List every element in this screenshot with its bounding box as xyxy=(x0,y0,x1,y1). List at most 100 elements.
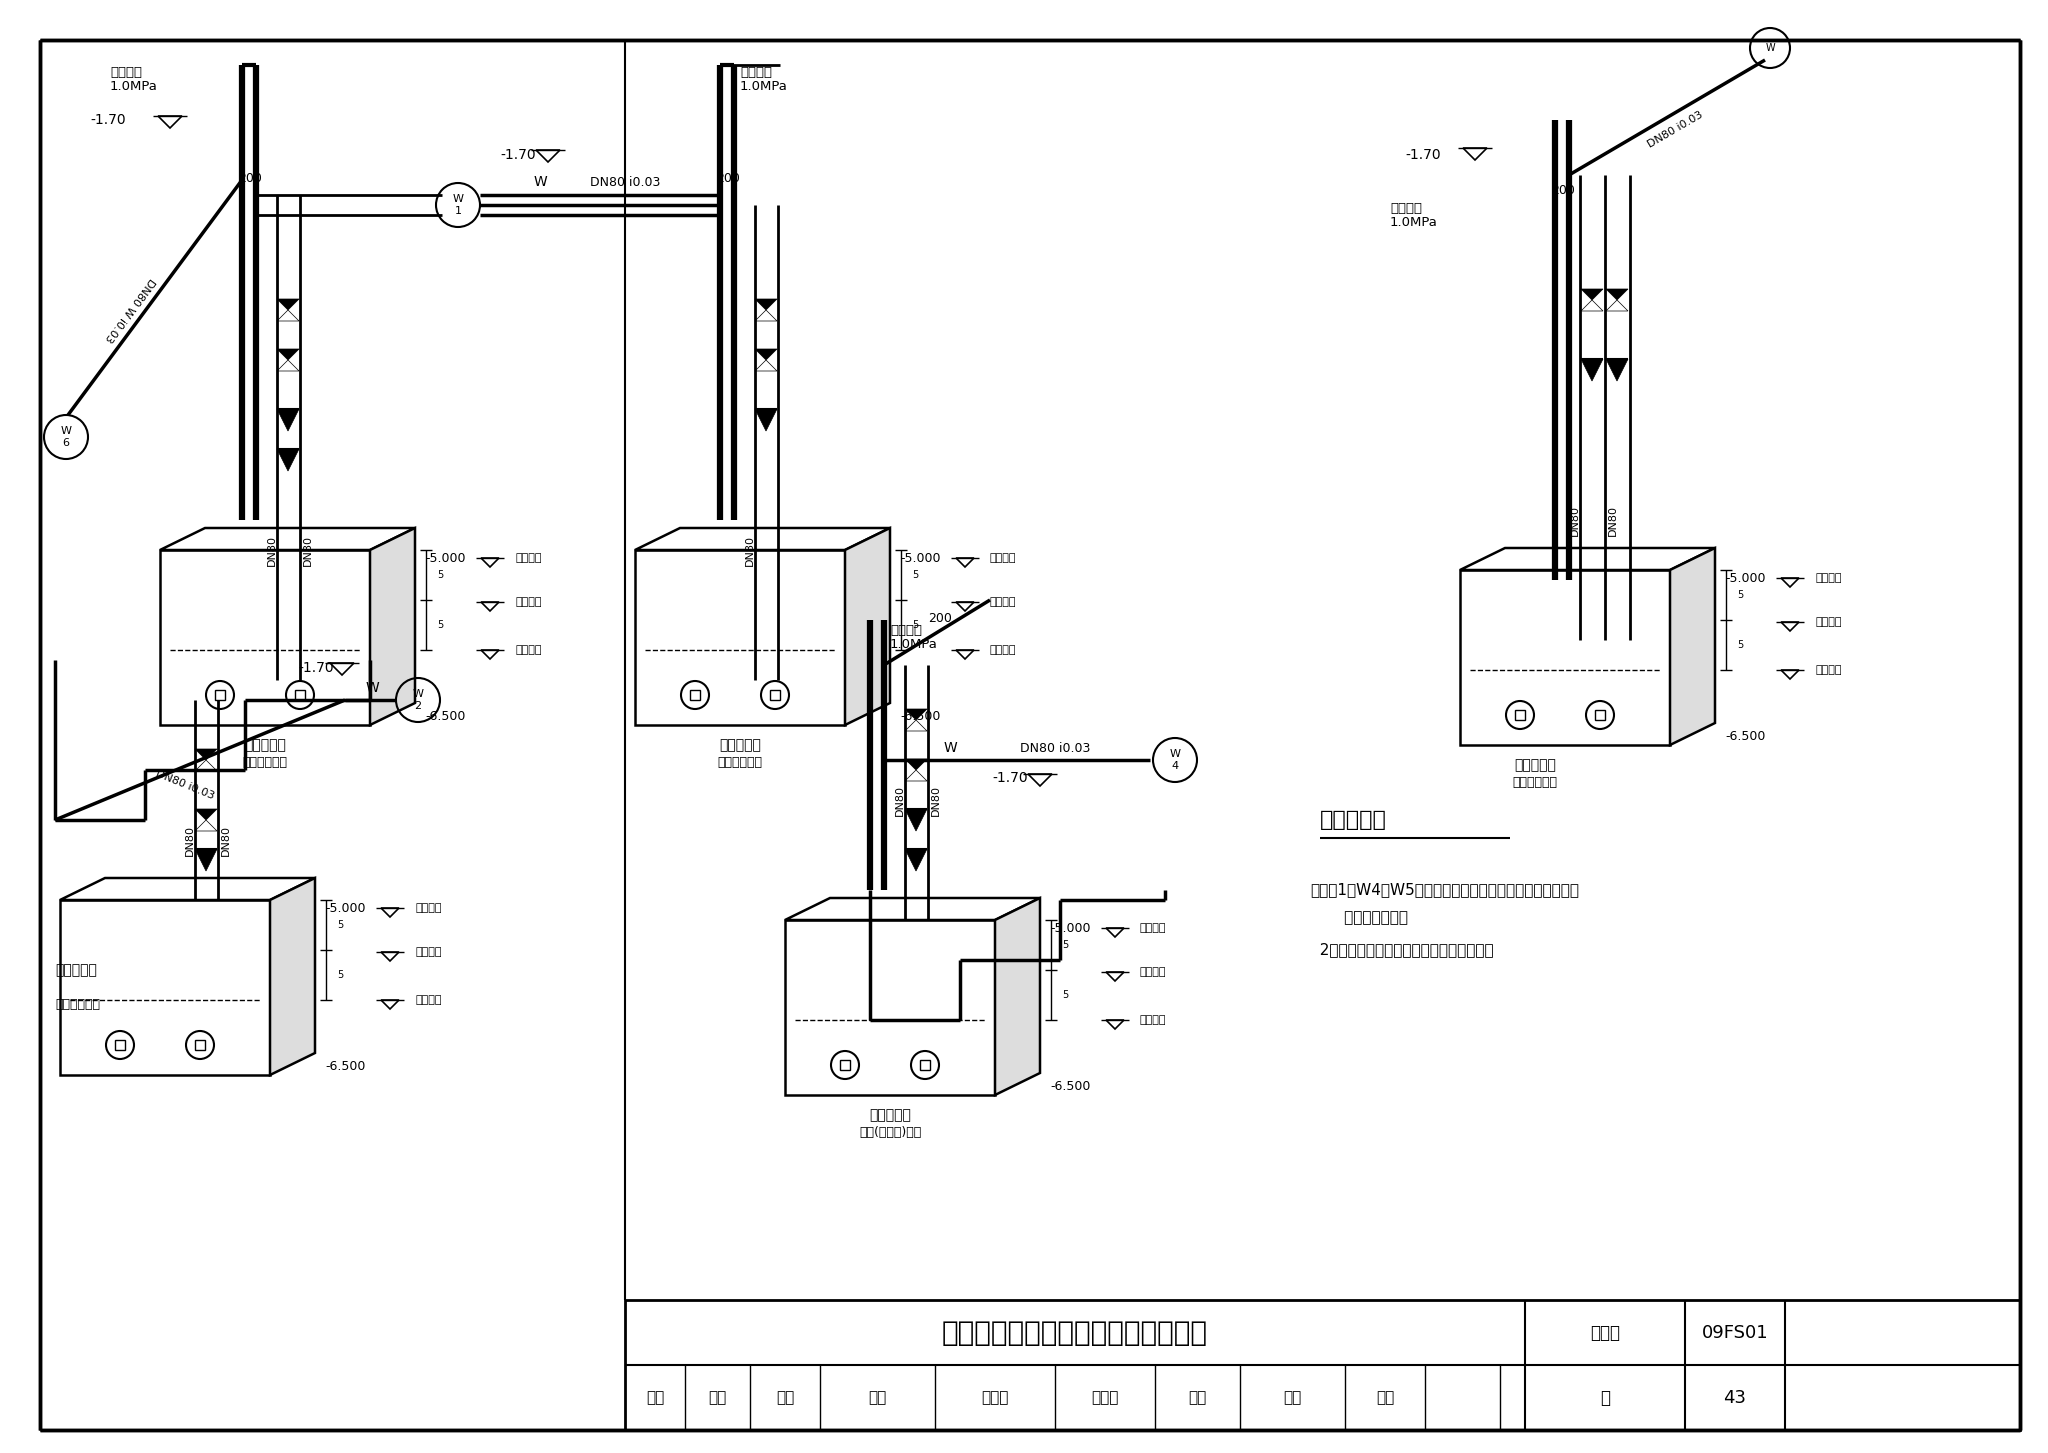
Text: 5: 5 xyxy=(1737,639,1743,649)
Text: 5: 5 xyxy=(1061,989,1069,1000)
Bar xyxy=(770,690,780,700)
Text: 5: 5 xyxy=(1737,590,1743,600)
Text: 防护阀门: 防护阀门 xyxy=(739,65,772,78)
Bar xyxy=(625,1300,2019,1430)
Text: 停泵水位: 停泵水位 xyxy=(514,645,541,655)
Text: 污水集水池: 污水集水池 xyxy=(244,738,287,753)
Text: 金鹏: 金鹏 xyxy=(709,1391,727,1405)
Text: （平时使用）: （平时使用） xyxy=(242,757,287,770)
Text: -6.500: -6.500 xyxy=(1051,1081,1090,1094)
Text: 5: 5 xyxy=(911,570,918,580)
Text: -5.000: -5.000 xyxy=(1051,921,1090,934)
Text: 污水集水池: 污水集水池 xyxy=(55,963,96,976)
Text: 5: 5 xyxy=(1061,940,1069,950)
Bar xyxy=(195,1040,205,1051)
Text: 报警水位: 报警水位 xyxy=(514,554,541,562)
Text: DN80: DN80 xyxy=(1608,504,1618,536)
Polygon shape xyxy=(756,360,776,371)
Polygon shape xyxy=(846,527,891,725)
Text: 排水轴测图: 排水轴测图 xyxy=(1321,809,1386,830)
Text: -1.70: -1.70 xyxy=(299,661,334,676)
Bar xyxy=(1595,711,1606,721)
Text: （平时使用）: （平时使用） xyxy=(717,757,762,770)
Text: DN80: DN80 xyxy=(932,785,940,815)
Bar xyxy=(215,690,225,700)
Bar xyxy=(59,899,270,1075)
Text: 图集号: 图集号 xyxy=(1589,1324,1620,1343)
Text: 应设置手摇泵。: 应设置手摇泵。 xyxy=(1311,911,1409,926)
Polygon shape xyxy=(905,721,928,731)
Polygon shape xyxy=(1460,548,1714,570)
Text: 200: 200 xyxy=(928,612,952,625)
Text: DN80: DN80 xyxy=(895,785,905,815)
Text: 防护阀门: 防护阀门 xyxy=(111,65,141,78)
Polygon shape xyxy=(276,360,299,371)
Text: 启泵水位: 启泵水位 xyxy=(1141,968,1167,976)
Text: 43: 43 xyxy=(1724,1389,1747,1407)
Polygon shape xyxy=(905,849,928,870)
Polygon shape xyxy=(276,299,299,309)
Text: DN80 i0.03: DN80 i0.03 xyxy=(1647,110,1704,150)
Text: 张爱华: 张爱华 xyxy=(981,1391,1010,1405)
Text: 启泵水位: 启泵水位 xyxy=(416,947,442,958)
Text: 启泵水位: 启泵水位 xyxy=(1815,618,1841,628)
Text: 5: 5 xyxy=(911,620,918,631)
Text: 报警水位: 报警水位 xyxy=(1815,572,1841,583)
Text: W
6: W 6 xyxy=(61,426,72,448)
Polygon shape xyxy=(905,709,928,721)
Text: -5.000: -5.000 xyxy=(426,552,465,565)
Text: 停泵水位: 停泵水位 xyxy=(1141,1016,1167,1024)
Bar xyxy=(1516,711,1526,721)
Text: 200: 200 xyxy=(717,171,739,185)
Text: DN80: DN80 xyxy=(266,535,276,565)
Polygon shape xyxy=(905,758,928,770)
Text: 战时(兼平时)使用: 战时(兼平时)使用 xyxy=(858,1126,922,1139)
Text: W: W xyxy=(365,681,379,695)
Bar xyxy=(840,1061,850,1069)
Text: -1.70: -1.70 xyxy=(991,772,1028,785)
Bar xyxy=(115,1040,125,1051)
Bar xyxy=(160,551,371,725)
Text: 年鸣: 年鸣 xyxy=(776,1391,795,1405)
Polygon shape xyxy=(756,299,776,309)
Text: DN80 W i0.03: DN80 W i0.03 xyxy=(102,276,158,344)
Text: DN80: DN80 xyxy=(1571,504,1579,536)
Polygon shape xyxy=(276,449,299,471)
Polygon shape xyxy=(635,527,891,551)
Text: W: W xyxy=(1765,44,1776,52)
Bar xyxy=(1460,570,1669,745)
Text: 污水集水池: 污水集水池 xyxy=(719,738,762,753)
Text: -5.000: -5.000 xyxy=(326,901,365,914)
Polygon shape xyxy=(371,527,416,725)
Text: 200: 200 xyxy=(238,171,262,185)
Bar xyxy=(690,690,700,700)
Text: 停泵水位: 停泵水位 xyxy=(1815,665,1841,676)
Text: 校对: 校对 xyxy=(868,1391,887,1405)
Text: 污水集水池: 污水集水池 xyxy=(868,1109,911,1122)
Text: W: W xyxy=(944,741,956,756)
Text: 张爱华: 张爱华 xyxy=(1092,1391,1118,1405)
Text: 5: 5 xyxy=(336,971,344,979)
Polygon shape xyxy=(1581,289,1604,299)
Text: 说明：1．W4，W5在战时排出洗消污水和水箱间地面积水，: 说明：1．W4，W5在战时排出洗消污水和水箱间地面积水， xyxy=(1311,882,1579,898)
Text: 200: 200 xyxy=(1550,183,1575,196)
Text: （平时使用）: （平时使用） xyxy=(1513,776,1556,789)
Text: DN80: DN80 xyxy=(221,824,231,856)
Polygon shape xyxy=(1581,359,1604,381)
Text: 5: 5 xyxy=(436,570,442,580)
Text: DN80 i0.03: DN80 i0.03 xyxy=(154,769,215,801)
Text: 1.0MPa: 1.0MPa xyxy=(739,80,788,93)
Text: 设计: 设计 xyxy=(1188,1391,1206,1405)
Text: W
4: W 4 xyxy=(1169,750,1180,770)
Polygon shape xyxy=(905,809,928,831)
Text: DN80: DN80 xyxy=(184,824,195,856)
Text: -6.500: -6.500 xyxy=(426,711,465,724)
Bar xyxy=(295,690,305,700)
Polygon shape xyxy=(276,408,299,432)
Text: 杨晶: 杨晶 xyxy=(1376,1391,1395,1405)
Text: -1.70: -1.70 xyxy=(500,148,537,161)
Text: -5.000: -5.000 xyxy=(899,552,940,565)
Text: 停泵水位: 停泵水位 xyxy=(416,995,442,1005)
Text: DN80 i0.03: DN80 i0.03 xyxy=(590,176,659,189)
Text: 5: 5 xyxy=(336,920,344,930)
